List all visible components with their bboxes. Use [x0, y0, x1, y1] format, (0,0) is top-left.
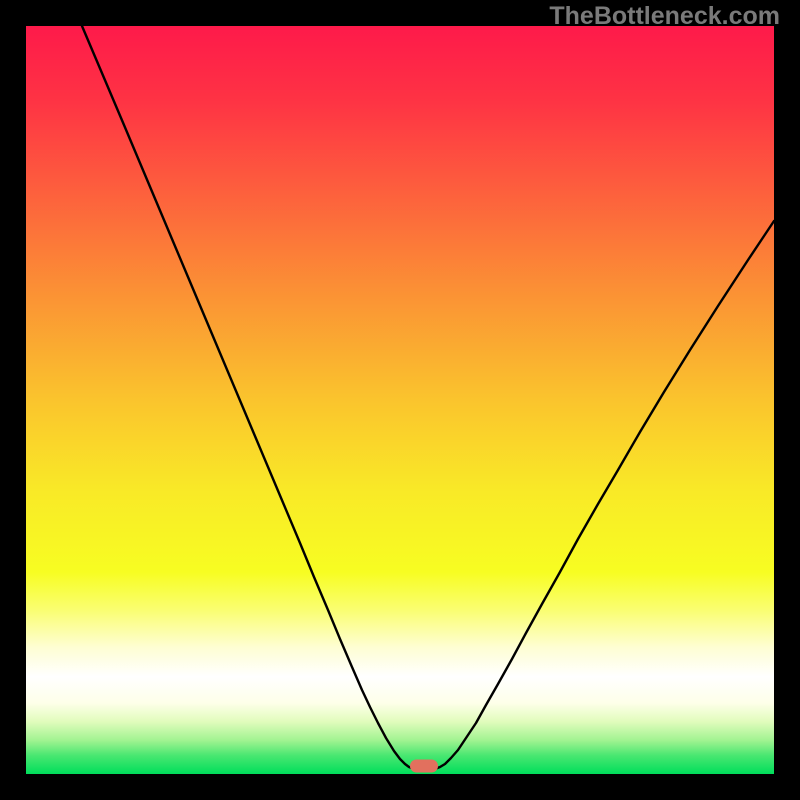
gradient-background	[26, 26, 774, 774]
minimum-marker	[410, 760, 438, 773]
gradient-plot	[0, 0, 800, 800]
watermark-text: TheBottleneck.com	[549, 2, 780, 31]
